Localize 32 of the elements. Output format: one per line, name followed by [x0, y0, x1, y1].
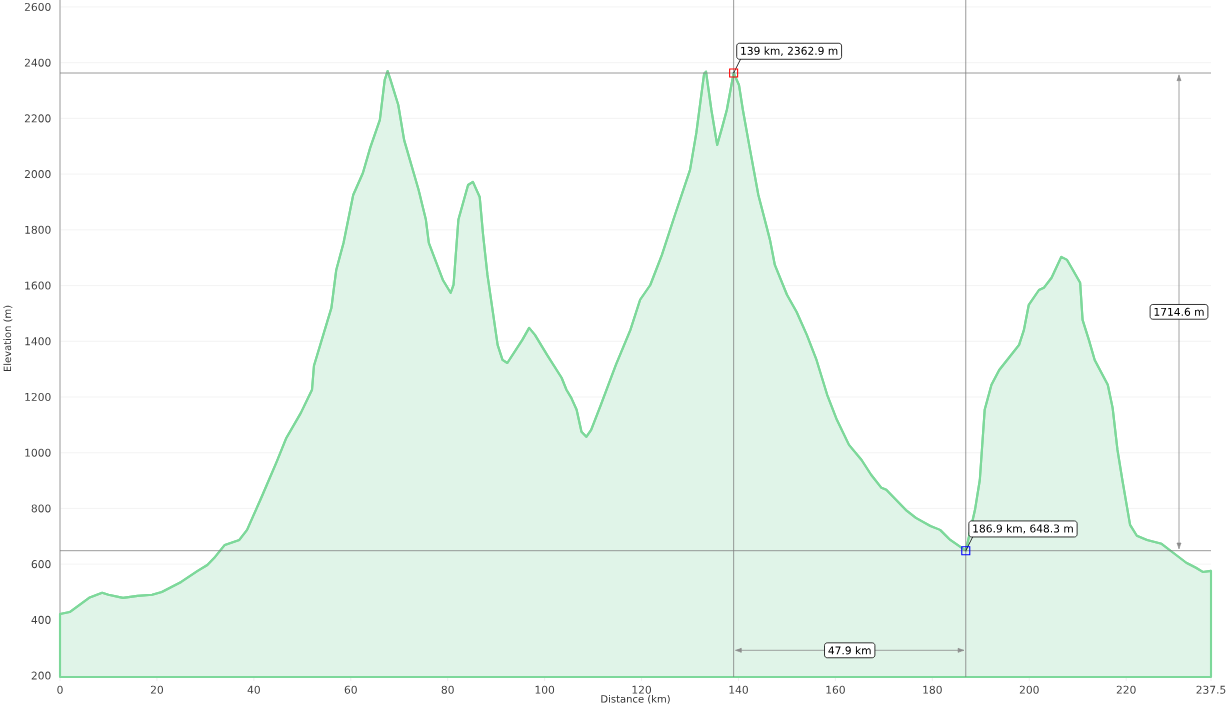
y-tick-label: 2600: [24, 2, 51, 11]
y-tick-label: 200: [31, 671, 51, 680]
y-tick-label: 800: [31, 504, 51, 513]
y-tick-label: 2000: [24, 170, 51, 179]
x-axis-title: Distance (km): [601, 694, 670, 704]
x-tick-label: 237.5: [1196, 685, 1226, 694]
y-tick-label: 1200: [25, 392, 51, 402]
annotation: 139 km, 2362.9 m: [741, 46, 838, 56]
x-tick-label: 40: [247, 685, 260, 694]
x-tick-label: 180: [923, 685, 942, 694]
annotation: 1714.6 m: [1154, 307, 1204, 316]
y-axis-title: Elevation (m): [3, 305, 13, 372]
x-tick-label: 220: [1116, 685, 1136, 694]
y-tick-label: 1600: [25, 281, 51, 290]
x-tick-label: 200: [1019, 685, 1039, 694]
y-tick-label: 2400: [24, 58, 51, 67]
x-tick-label: 0: [57, 685, 63, 694]
y-tick-label: 1000: [25, 448, 51, 457]
x-tick-label: 160: [826, 685, 845, 694]
y-tick-label: 600: [31, 560, 51, 569]
x-tick-label: 120: [632, 685, 652, 694]
y-tick-label: 2200: [24, 114, 51, 123]
x-tick-label: 80: [441, 685, 454, 694]
x-tick-label: 140: [729, 685, 748, 694]
annotation: 47.9 km: [828, 646, 871, 655]
x-tick-label: 20: [150, 685, 164, 694]
x-tick-label: 100: [535, 685, 555, 694]
y-tick-label: 1400: [25, 337, 51, 346]
y-tick-label: 1800: [25, 225, 51, 234]
y-tick-label: 400: [31, 615, 51, 624]
x-tick-label: 60: [344, 685, 357, 694]
annotation: 186.9 km, 648.3 m: [973, 524, 1073, 534]
